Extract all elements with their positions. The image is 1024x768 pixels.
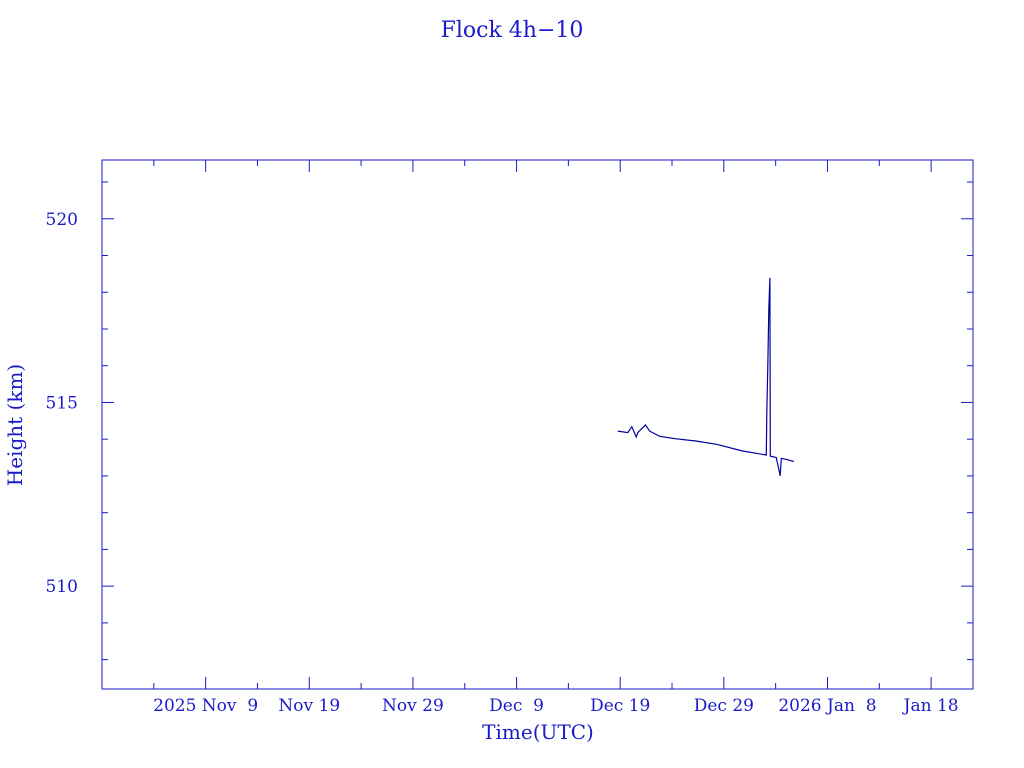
chart-title: Flock 4h−10 (441, 18, 584, 43)
x-tick-label: Dec 9 (489, 696, 544, 716)
x-tick-label: Nov 19 (278, 696, 340, 716)
series-line (617, 277, 795, 477)
x-tick-label: Nov 29 (382, 696, 444, 716)
y-tick-label: 515 (46, 393, 78, 413)
axis-ticks (102, 160, 973, 689)
x-tick-label: Dec 29 (694, 696, 754, 716)
x-tick-label: Dec 19 (590, 696, 650, 716)
y-tick-label: 510 (46, 577, 78, 597)
x-tick-label: 2025 Nov 9 (153, 696, 258, 716)
x-tick-label: Jan 18 (902, 696, 959, 716)
x-tick-labels: 2025 Nov 9 Nov 19 Nov 29 Dec 9 Dec 19 Dec 29 2… (153, 696, 958, 716)
y-tick-label: 520 (46, 210, 78, 230)
x-axis-label: Time(UTC) (482, 720, 594, 744)
y-axis-label: Height (km) (3, 364, 27, 486)
plot-frame (101, 159, 974, 690)
y-tick-labels: 510 515 520 (46, 210, 78, 597)
x-tick-label: 2026 Jan 8 (778, 696, 876, 716)
